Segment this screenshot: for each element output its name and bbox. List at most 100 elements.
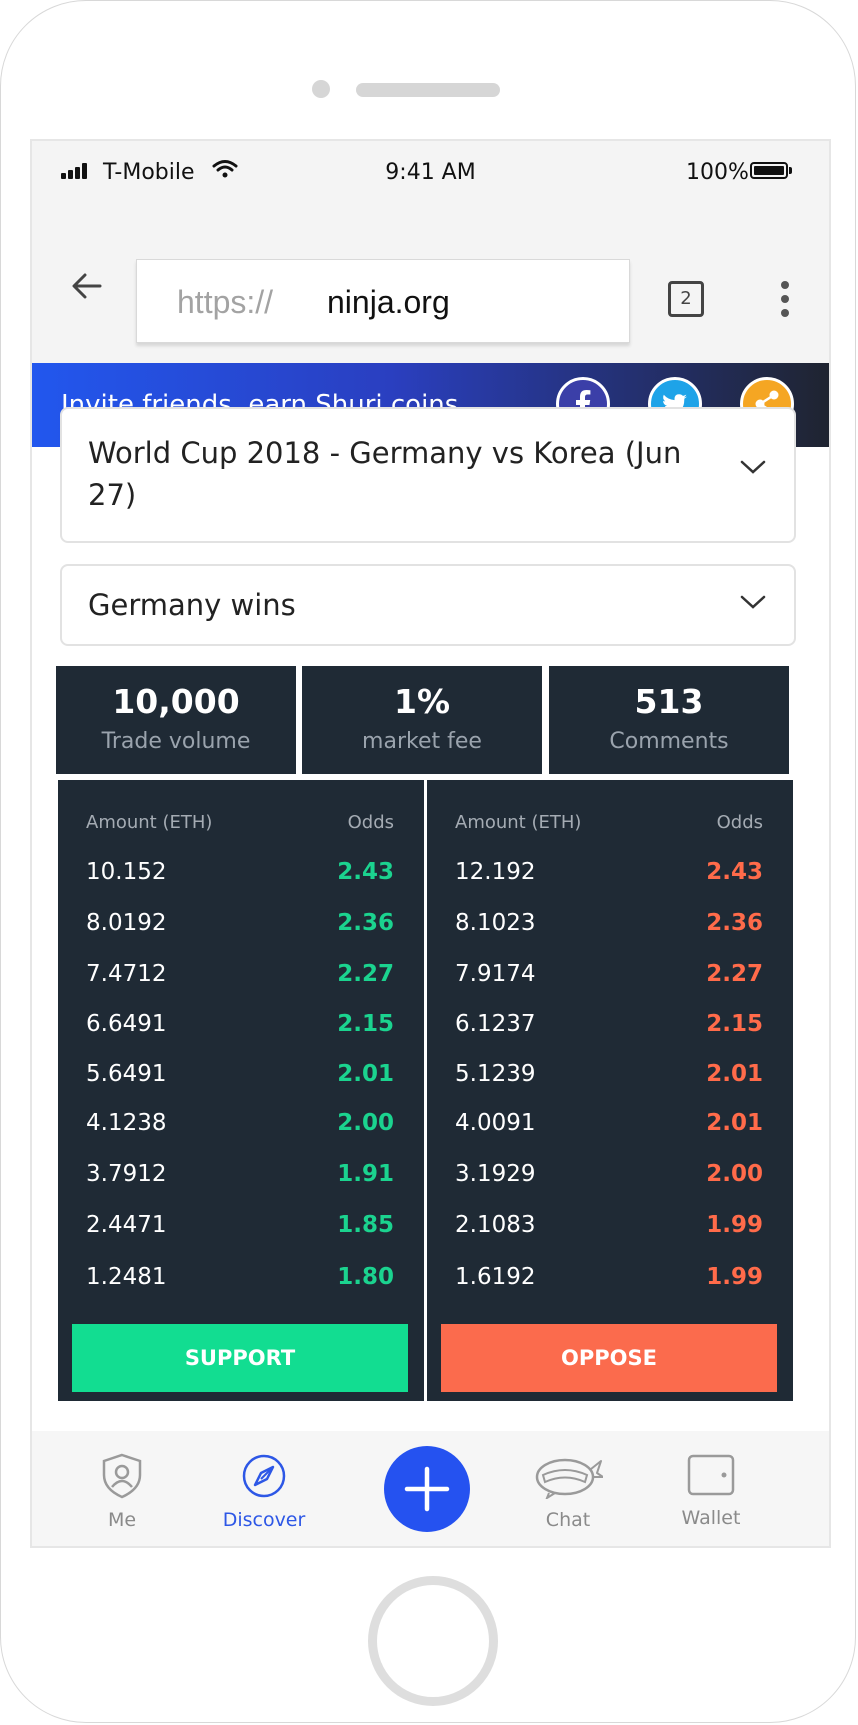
event-select[interactable]: World Cup 2018 - Germany vs Korea (Jun 2…	[60, 407, 796, 543]
nav-item-me[interactable]: Me	[67, 1453, 177, 1531]
table-row[interactable]: 4.1238 2.00	[58, 1110, 424, 1150]
bottom-navigation: Me Discover	[32, 1431, 829, 1546]
url-scheme: https://	[177, 284, 274, 320]
chevron-down-icon	[740, 460, 766, 474]
odds: 2.00	[706, 1161, 763, 1187]
stat-value: 513	[634, 682, 704, 721]
odds: 2.15	[706, 1011, 763, 1037]
amount: 6.1237	[455, 1011, 536, 1037]
odds: 2.27	[706, 961, 763, 987]
amount: 2.1083	[455, 1212, 536, 1238]
support-button[interactable]: SUPPORT	[72, 1324, 408, 1392]
amount: 4.0091	[455, 1110, 536, 1136]
status-bar: T-Mobile 9:41 AM 100%	[32, 141, 829, 201]
back-arrow-icon[interactable]	[72, 273, 102, 299]
support-amount-header: Amount (ETH)	[86, 812, 213, 833]
nav-item-chat[interactable]: Chat	[513, 1453, 623, 1531]
table-row[interactable]: 6.6491 2.15	[58, 1011, 424, 1051]
nav-item-wallet[interactable]: Wallet	[656, 1453, 766, 1529]
amount: 2.4471	[86, 1212, 167, 1238]
table-row[interactable]: 7.9174 2.27	[427, 961, 793, 1001]
screen: T-Mobile 9:41 AM 100% https:// ninja.org…	[30, 139, 831, 1548]
table-row[interactable]: 1.6192 1.99	[427, 1264, 793, 1304]
amount: 1.2481	[86, 1264, 167, 1290]
earpiece-speaker	[356, 83, 500, 97]
odds: 2.36	[706, 910, 763, 936]
wifi-icon	[212, 160, 238, 178]
more-options-icon[interactable]	[781, 281, 789, 323]
amount: 6.6491	[86, 1011, 167, 1037]
nav-label-wallet: Wallet	[681, 1507, 741, 1529]
stat-market-fee: 1% market fee	[302, 666, 542, 774]
odds: 2.43	[337, 859, 394, 885]
outcome-select[interactable]: Germany wins	[60, 564, 796, 646]
browser-toolbar: https:// ninja.org 2 Invite friends, ear…	[32, 201, 829, 447]
url-host: ninja.org	[327, 284, 450, 320]
support-order-book: Amount (ETH) Odds 10.152 2.43 8.0192 2.36 …	[58, 780, 424, 1401]
table-row[interactable]: 5.6491 2.01	[58, 1061, 424, 1101]
odds: 2.43	[706, 859, 763, 885]
table-row[interactable]: 2.1083 1.99	[427, 1212, 793, 1252]
odds: 1.99	[706, 1264, 763, 1290]
facebook-icon	[576, 390, 591, 418]
event-select-value: World Cup 2018 - Germany vs Korea (Jun 2…	[88, 436, 682, 512]
address-bar[interactable]: https:// ninja.org	[136, 259, 630, 343]
table-row[interactable]: 12.192 2.43	[427, 859, 793, 899]
outcome-select-value: Germany wins	[88, 588, 296, 622]
table-row[interactable]: 2.4471 1.85	[58, 1212, 424, 1252]
amount: 7.4712	[86, 961, 167, 987]
stat-comments[interactable]: 513 Comments	[549, 666, 789, 774]
odds: 1.99	[706, 1212, 763, 1238]
stat-trade-volume: 10,000 Trade volume	[56, 666, 296, 774]
table-row[interactable]: 3.7912 1.91	[58, 1161, 424, 1201]
nav-item-discover[interactable]: Discover	[209, 1453, 319, 1531]
table-row[interactable]: 1.2481 1.80	[58, 1264, 424, 1304]
ninja-chat-icon	[535, 1458, 604, 1501]
table-row[interactable]: 10.152 2.43	[58, 859, 424, 899]
battery-percentage: 100%	[686, 160, 749, 185]
odds: 2.00	[337, 1110, 394, 1136]
table-row[interactable]: 7.4712 2.27	[58, 961, 424, 1001]
chevron-down-icon	[740, 595, 766, 609]
odds: 2.27	[337, 961, 394, 987]
battery-icon	[750, 162, 788, 179]
compass-icon	[242, 1454, 286, 1498]
amount: 12.192	[455, 859, 536, 885]
table-row[interactable]: 5.1239 2.01	[427, 1061, 793, 1101]
wallet-icon	[687, 1454, 735, 1496]
odds: 1.91	[337, 1161, 394, 1187]
nav-label-chat: Chat	[545, 1509, 591, 1531]
plus-icon	[404, 1466, 450, 1512]
add-button[interactable]	[384, 1446, 470, 1532]
front-camera	[312, 80, 330, 98]
odds: 2.01	[706, 1061, 763, 1087]
amount: 3.7912	[86, 1161, 167, 1187]
amount: 8.1023	[455, 910, 536, 936]
nav-label-discover: Discover	[222, 1509, 306, 1531]
table-row[interactable]: 6.1237 2.15	[427, 1011, 793, 1051]
amount: 7.9174	[455, 961, 536, 987]
table-row[interactable]: 8.0192 2.36	[58, 910, 424, 950]
shield-user-icon	[102, 1453, 142, 1499]
table-row[interactable]: 8.1023 2.36	[427, 910, 793, 950]
odds: 2.36	[337, 910, 394, 936]
amount: 4.1238	[86, 1110, 167, 1136]
oppose-amount-header: Amount (ETH)	[455, 812, 582, 833]
amount: 5.6491	[86, 1061, 167, 1087]
amount: 1.6192	[455, 1264, 536, 1290]
amount: 10.152	[86, 859, 167, 885]
stat-value: 10,000	[112, 682, 240, 721]
home-button[interactable]	[368, 1576, 498, 1706]
carrier-name: T-Mobile	[103, 160, 195, 185]
tab-switcher-button[interactable]: 2	[668, 281, 704, 317]
table-row[interactable]: 4.0091 2.01	[427, 1110, 793, 1150]
odds: 2.01	[337, 1061, 394, 1087]
stat-label: Trade volume	[101, 729, 251, 754]
oppose-button[interactable]: OPPOSE	[441, 1324, 777, 1392]
table-row[interactable]: 3.1929 2.00	[427, 1161, 793, 1201]
clock: 9:41 AM	[385, 160, 476, 185]
stat-label: Comments	[609, 729, 729, 754]
battery-tip	[789, 167, 792, 174]
cellular-signal-icon	[61, 163, 91, 179]
odds: 1.80	[337, 1264, 394, 1290]
